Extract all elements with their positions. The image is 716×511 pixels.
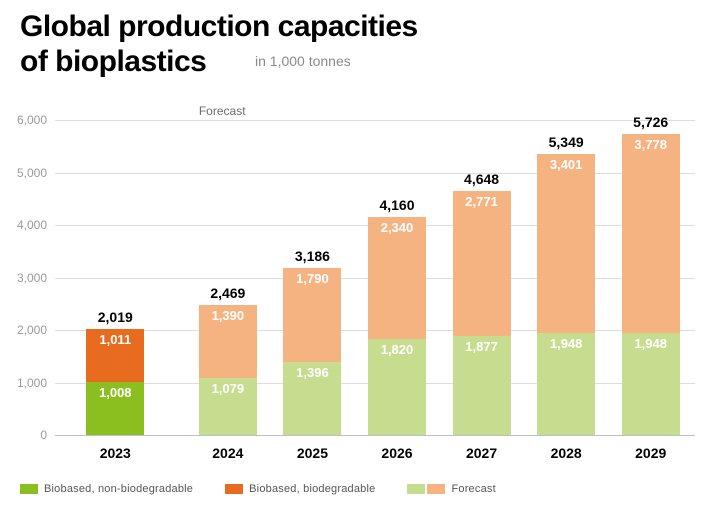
x-tick-label: 2025	[297, 445, 328, 461]
bar-segment-top-label: 2,340	[368, 220, 426, 235]
bar-segment-bottom-label: 1,820	[368, 342, 426, 357]
title-line-1: Global production capacities	[20, 10, 418, 43]
legend-swatch	[225, 484, 243, 494]
chart-subtitle: in 1,000 tonnes	[255, 53, 351, 69]
chart-title: Global production capacities of bioplast…	[20, 10, 418, 79]
bar-total-label: 4,648	[453, 171, 511, 187]
bar-segment-top-label: 1,011	[86, 332, 144, 347]
legend-swatch	[407, 484, 425, 494]
bar-2026: 1,820 2,340 4,160	[368, 120, 426, 435]
bar-2023: 1,008 1,011 2,019	[86, 120, 144, 435]
forecast-label: Forecast	[199, 104, 246, 118]
y-tick-label: 6,000	[7, 113, 47, 127]
bar-segment-bottom-label: 1,948	[622, 336, 680, 351]
bar-2024: 1,079 1,390 2,469	[199, 120, 257, 435]
legend-forecast-swatch-pair	[407, 484, 445, 494]
bar-segment-top-label: 2,771	[453, 194, 511, 209]
legend-row: Biobased, non-biodegradable Biobased, bio…	[20, 483, 496, 495]
bar-total-label: 3,186	[283, 248, 341, 264]
x-tick-label: 2027	[466, 445, 497, 461]
bar-segment-top-label: 1,790	[283, 271, 341, 286]
bar-segment-top	[368, 217, 426, 340]
bar-segment-top	[537, 154, 595, 333]
bar-segment-top-label: 1,390	[199, 308, 257, 323]
bar-total-label: 2,469	[199, 285, 257, 301]
legend-label: Biobased, non-biodegradable	[44, 483, 193, 495]
bar-segment-bottom-label: 1,396	[283, 365, 341, 380]
x-axis-baseline	[55, 435, 695, 436]
x-tick-label: 2024	[212, 445, 243, 461]
x-tick-label: 2028	[551, 445, 582, 461]
legend-swatch	[20, 484, 38, 494]
bar-2029: 1,9483,7785,726	[622, 120, 680, 435]
bar-chart: 01,0002,0003,0004,0005,0006,0001,0081,01…	[55, 120, 695, 435]
bar-segment-bottom-label: 1,948	[537, 336, 595, 351]
legend-label: Forecast	[451, 483, 495, 495]
y-tick-label: 1,000	[7, 376, 47, 390]
x-tick-label: 2029	[635, 445, 666, 461]
bar-segment-bottom-label: 1,079	[199, 381, 257, 396]
legend-label: Biobased, biodegradable	[249, 483, 375, 495]
x-tick-label: 2023	[100, 445, 131, 461]
bar-2028: 1,948 3,401 5,349	[537, 120, 595, 435]
bar-2027: 1,877 2,771 4,648	[453, 120, 511, 435]
bar-segment-top	[453, 191, 511, 336]
bar-segment-top-label: 3,778	[622, 137, 680, 152]
y-tick-label: 3,000	[7, 271, 47, 285]
bar-2025: 1,396 1,790 3,186	[283, 120, 341, 435]
bar-total-label: 5,349	[537, 134, 595, 150]
bar-total-label: 5,726	[622, 114, 680, 130]
bar-total-label: 2,019	[86, 309, 144, 325]
y-tick-label: 4,000	[7, 218, 47, 232]
y-tick-label: 5,000	[7, 166, 47, 180]
bar-total-label: 4,160	[368, 197, 426, 213]
bar-segment-bottom-label: 1,877	[453, 339, 511, 354]
bar-segment-top	[622, 134, 680, 332]
x-tick-label: 2026	[381, 445, 412, 461]
y-tick-label: 2,000	[7, 323, 47, 337]
chart-container: { "title_line1": "Global production capa…	[0, 0, 716, 511]
y-tick-label: 0	[7, 428, 47, 442]
bar-segment-top-label: 3,401	[537, 157, 595, 172]
title-line-2: of bioplastics	[20, 45, 206, 78]
legend-swatch	[427, 484, 445, 494]
bar-segment-bottom-label: 1,008	[86, 385, 144, 400]
